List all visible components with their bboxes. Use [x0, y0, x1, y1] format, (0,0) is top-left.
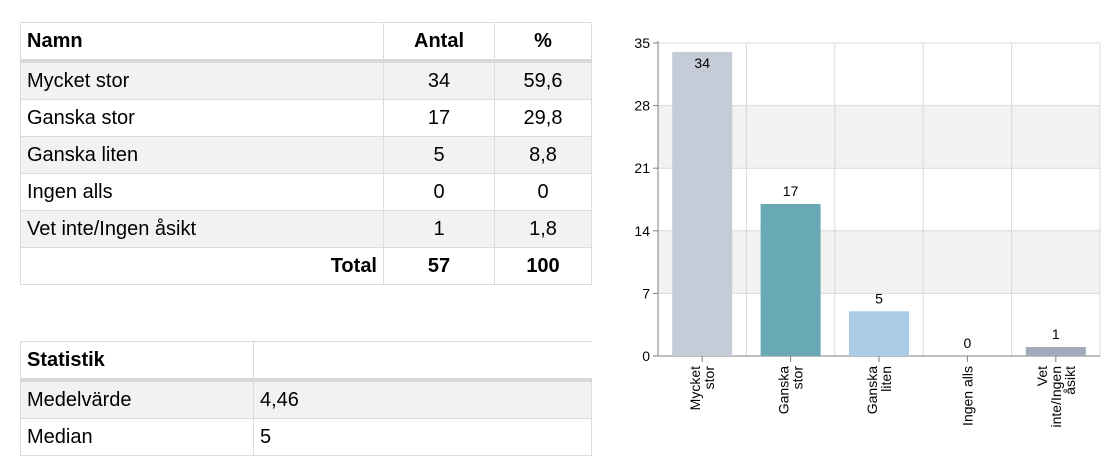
y-tick-label: 7: [642, 285, 650, 301]
data-label: 34: [694, 55, 710, 71]
total-count: 57: [383, 247, 495, 285]
row-count: 34: [383, 60, 495, 100]
table-row: Vet inte/Ingen åsikt 1 1,8: [20, 210, 592, 248]
row-percent: 29,8: [494, 99, 592, 137]
data-label: 17: [783, 183, 799, 199]
bar: [849, 311, 909, 356]
x-category-label-line: liten: [878, 366, 894, 392]
table-row: Ganska liten 5 8,8: [20, 136, 592, 174]
table-row: Medelvärde 4,46: [20, 379, 592, 419]
x-category-label-line: stor: [701, 366, 717, 390]
x-category-label: Ganskastor: [776, 366, 806, 415]
bar-chart: 071421283534Mycketstor17Ganskastor5Gansk…: [634, 35, 1101, 428]
frequency-table-header: Namn Antal %: [20, 22, 592, 63]
header-name: Namn: [20, 22, 384, 63]
table-row: Median 5: [20, 418, 592, 456]
stat-value: 4,46: [253, 379, 592, 419]
x-category-label-line: Ganska: [864, 366, 880, 414]
stat-label: Medelvärde: [20, 379, 254, 419]
x-category-label-line: Ingen alls: [959, 366, 975, 426]
x-category-label: Mycketstor: [687, 366, 717, 411]
row-name: Ganska stor: [20, 99, 384, 137]
bar: [760, 203, 821, 356]
row-name: Vet inte/Ingen åsikt: [20, 210, 384, 248]
data-label: 1: [1052, 326, 1060, 342]
statistics-table: Statistik Medelvärde 4,46 Median 5: [20, 341, 592, 456]
x-category-label: Ganskaliten: [864, 366, 894, 414]
table-row: Mycket stor 34 59,6: [20, 60, 592, 100]
data-label: 5: [875, 290, 883, 306]
total-percent: 100: [494, 247, 592, 285]
x-category-label: Ingen alls: [959, 366, 975, 426]
x-category-label-line: åsikt: [1062, 366, 1078, 395]
table-row: Ganska stor 17 29,8: [20, 99, 592, 137]
x-category-label-line: Vet: [1034, 366, 1050, 386]
y-tick-label: 35: [634, 35, 650, 51]
bar: [672, 51, 733, 356]
y-tick-label: 21: [634, 160, 650, 176]
row-name: Ganska liten: [20, 136, 384, 174]
x-category-label-line: Mycket: [687, 366, 703, 410]
x-category-label-line: inte/Ingen: [1048, 366, 1064, 428]
row-percent: 0: [494, 173, 592, 211]
frequency-table: Namn Antal % Mycket stor 34 59,6 Ganska …: [20, 22, 592, 285]
total-label: Total: [20, 247, 384, 285]
row-name: Ingen alls: [20, 173, 384, 211]
y-tick-label: 0: [642, 348, 650, 364]
table-row: Ingen alls 0 0: [20, 173, 592, 211]
stat-label: Median: [20, 418, 254, 456]
stat-value: 5: [253, 418, 592, 456]
header-percent: %: [494, 22, 592, 63]
header-count: Antal: [383, 22, 495, 63]
statistics-title: Statistik: [20, 341, 254, 382]
row-percent: 8,8: [494, 136, 592, 174]
x-category-label-line: Ganska: [776, 366, 792, 414]
row-name: Mycket stor: [20, 60, 384, 100]
y-tick-label: 14: [634, 223, 650, 239]
statistics-table-header: Statistik: [20, 341, 592, 382]
row-count: 17: [383, 99, 495, 137]
bar: [1025, 347, 1086, 356]
x-category-label-line: stor: [790, 366, 806, 390]
row-count: 1: [383, 210, 495, 248]
y-tick-label: 28: [634, 98, 650, 114]
row-percent: 59,6: [494, 60, 592, 100]
row-count: 0: [383, 173, 495, 211]
statistics-title-spacer: [253, 341, 592, 382]
x-category-label: Vetinte/Ingenåsikt: [1034, 366, 1078, 428]
row-percent: 1,8: [494, 210, 592, 248]
total-row: Total 57 100: [20, 247, 592, 285]
data-label: 0: [964, 335, 972, 351]
row-count: 5: [383, 136, 495, 174]
